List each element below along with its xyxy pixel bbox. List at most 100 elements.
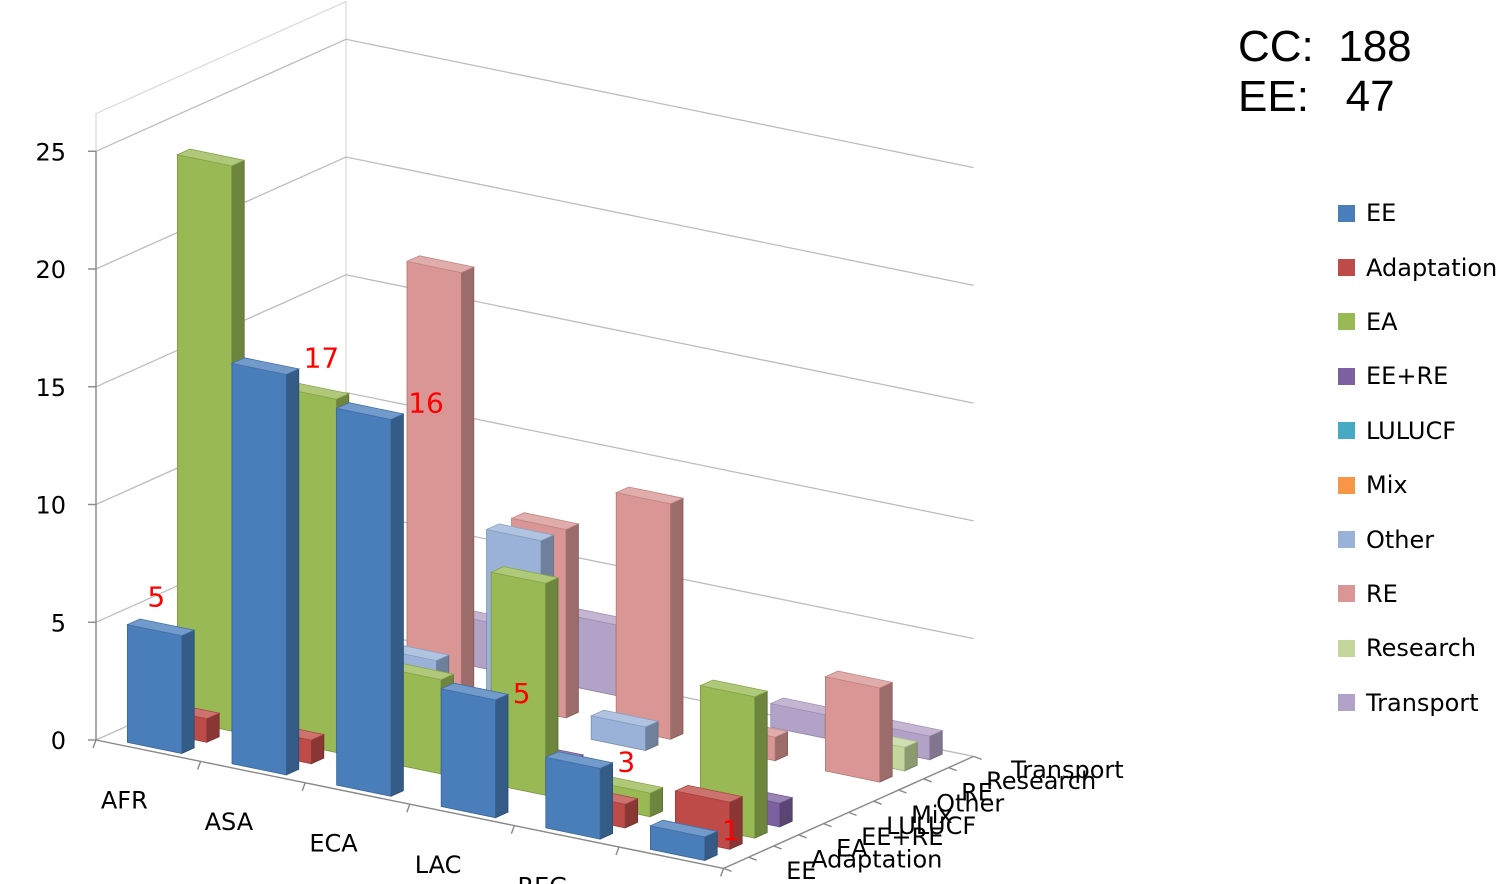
x-tick-label: ASA — [205, 808, 254, 836]
legend-item: Other — [1338, 512, 1497, 566]
legend-swatch — [1338, 259, 1355, 277]
legend-swatch — [1338, 694, 1355, 712]
depth-tick-label: Transport — [1010, 756, 1124, 784]
bar-ee-lac — [439, 682, 510, 819]
legend-swatch — [1338, 531, 1355, 549]
bar-re-lac — [614, 486, 685, 740]
legend-label: LULUCF — [1366, 416, 1457, 445]
bar-other-lac — [589, 709, 660, 752]
legend-label: RE — [1366, 579, 1398, 608]
y-axis: 0 5 10 15 20 25 — [35, 138, 97, 755]
legend-swatch — [1338, 313, 1355, 331]
depth-tick-mark — [748, 856, 757, 861]
depth-axis: EEAdaptationEAEE+RELULUCFMixOtherREResea… — [723, 755, 1124, 884]
depth-tick-mark — [923, 778, 932, 783]
depth-tick-mark — [723, 867, 732, 873]
y-tick-label: 10 — [35, 492, 66, 520]
gridline — [95, 38, 974, 169]
bar-ee-reg — [544, 751, 614, 840]
data-label-eca: 16 — [408, 387, 444, 420]
x-axis: AFRASAECALACREGWLD — [92, 739, 725, 884]
summary-ee-value: 47 — [1345, 72, 1395, 121]
depth-tick-label: Mix — [911, 801, 953, 829]
depth-tick-mark — [898, 789, 907, 794]
bars — [126, 148, 944, 862]
data-label-reg: 3 — [617, 746, 635, 779]
legend-swatch — [1338, 367, 1355, 385]
legend-swatch — [1338, 204, 1355, 222]
data-label-asa: 17 — [304, 342, 340, 375]
y-tick-label: 5 — [51, 609, 66, 637]
depth-tick-label: EE+RE — [861, 823, 943, 851]
legend-label: EA — [1366, 307, 1398, 336]
legend-item: EE — [1338, 186, 1497, 240]
depth-tick-label: RE — [961, 778, 993, 806]
bar-re-asa — [405, 255, 476, 698]
x-tick-mark — [406, 803, 411, 813]
depth-tick-mark — [973, 755, 982, 761]
legend: EE Adaptation EA EE+RE LULUCF Mix Other RE Resea… — [1338, 186, 1497, 730]
y-tick-label: 20 — [35, 256, 66, 284]
summary-cc: CC: 188 — [1238, 22, 1412, 72]
y-tick-label: 25 — [35, 138, 66, 166]
summary-cc-label: CC: — [1238, 22, 1314, 71]
data-label-afr: 5 — [147, 581, 165, 614]
legend-swatch — [1338, 422, 1355, 440]
data-labels: 5 17 16 5 3 1 — [147, 342, 739, 847]
legend-item: EE+RE — [1338, 349, 1497, 403]
x-tick-mark — [92, 739, 97, 749]
legend-swatch — [1338, 585, 1355, 603]
x-tick-mark — [719, 868, 725, 877]
legend-item: EA — [1338, 295, 1497, 349]
legend-item: Adaptation — [1338, 240, 1497, 294]
legend-item: Mix — [1338, 458, 1497, 512]
data-label-lac: 5 — [513, 677, 531, 710]
legend-swatch — [1338, 476, 1355, 494]
bar-ee-eca — [335, 402, 405, 797]
bar-re-wld — [824, 670, 894, 783]
legend-item: RE — [1338, 567, 1497, 621]
summary-ee-label: EE: — [1238, 72, 1309, 121]
depth-tick-label: EE — [786, 857, 816, 884]
bar-ee-afr — [126, 618, 196, 755]
depth-tick-label: Adaptation — [811, 846, 942, 874]
x-tick-label: AFR — [101, 787, 148, 815]
summary-panel: CC: 188 EE: 47 — [1238, 22, 1412, 122]
legend-label: Adaptation — [1366, 253, 1498, 282]
depth-tick-label: Research — [986, 767, 1096, 795]
x-tick-mark — [510, 825, 516, 834]
depth-tick-label: EA — [836, 834, 868, 862]
x-tick-label: ECA — [309, 830, 358, 858]
bar-ee-asa — [230, 357, 301, 776]
summary-cc-value: 188 — [1338, 22, 1412, 71]
depth-tick-mark — [848, 811, 857, 817]
legend-label: EE+RE — [1366, 362, 1449, 391]
depth-tick-mark — [873, 800, 882, 805]
depth-tick-label: Other — [936, 790, 1004, 818]
y-tick-label: 15 — [35, 374, 66, 402]
data-label-wld: 1 — [722, 814, 740, 847]
depth-tick-mark — [823, 822, 832, 828]
x-tick-label: LAC — [415, 851, 462, 879]
x-tick-label: REG — [517, 872, 567, 884]
depth-tick-mark — [773, 845, 782, 850]
x-tick-mark — [196, 761, 202, 770]
legend-label: Mix — [1366, 471, 1408, 500]
legend-label: Other — [1366, 525, 1435, 554]
legend-item: LULUCF — [1338, 404, 1497, 458]
legend-label: EE — [1366, 199, 1397, 228]
legend-item: Research — [1338, 621, 1497, 675]
summary-ee: EE: 47 — [1238, 72, 1412, 122]
x-tick-mark — [615, 846, 620, 856]
legend-item: Transport — [1338, 676, 1497, 730]
depth-tick-mark — [948, 766, 957, 772]
y-tick-label: 0 — [51, 727, 66, 755]
x-tick-mark — [301, 782, 306, 792]
legend-label: Research — [1366, 634, 1477, 663]
legend-swatch — [1338, 639, 1355, 657]
legend-label: Transport — [1366, 688, 1479, 717]
depth-tick-label: LULUCF — [886, 812, 976, 840]
depth-tick-mark — [798, 834, 807, 839]
bar-ee-wld — [649, 819, 719, 862]
